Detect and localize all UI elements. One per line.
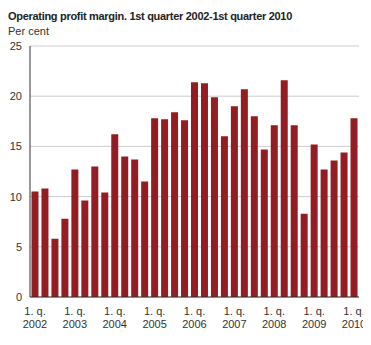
svg-text:1. q.2002: 1. q.2002 xyxy=(23,305,47,330)
svg-text:5: 5 xyxy=(16,241,22,253)
svg-text:25: 25 xyxy=(10,40,22,52)
svg-text:0: 0 xyxy=(16,291,22,303)
svg-text:1. q.2008: 1. q.2008 xyxy=(262,305,286,330)
svg-text:1. q.2006: 1. q.2006 xyxy=(182,305,206,330)
svg-text:15: 15 xyxy=(10,140,22,152)
svg-text:1. q.2007: 1. q.2007 xyxy=(222,305,246,330)
svg-text:20: 20 xyxy=(10,90,22,102)
svg-text:1. q.2009: 1. q.2009 xyxy=(302,305,326,330)
svg-text:10: 10 xyxy=(10,191,22,203)
svg-text:1. q.2005: 1. q.2005 xyxy=(142,305,166,330)
svg-text:1. q.2003: 1. q.2003 xyxy=(63,305,87,330)
html-text:Operating profit margin. 1st q: Operating profit margin. 1st quarter 200… xyxy=(8,10,292,22)
html-text:Per cent: Per cent xyxy=(8,25,49,37)
svg-text:1. q.2010: 1. q.2010 xyxy=(342,305,363,330)
svg-text:1. q.2004: 1. q.2004 xyxy=(103,305,127,330)
